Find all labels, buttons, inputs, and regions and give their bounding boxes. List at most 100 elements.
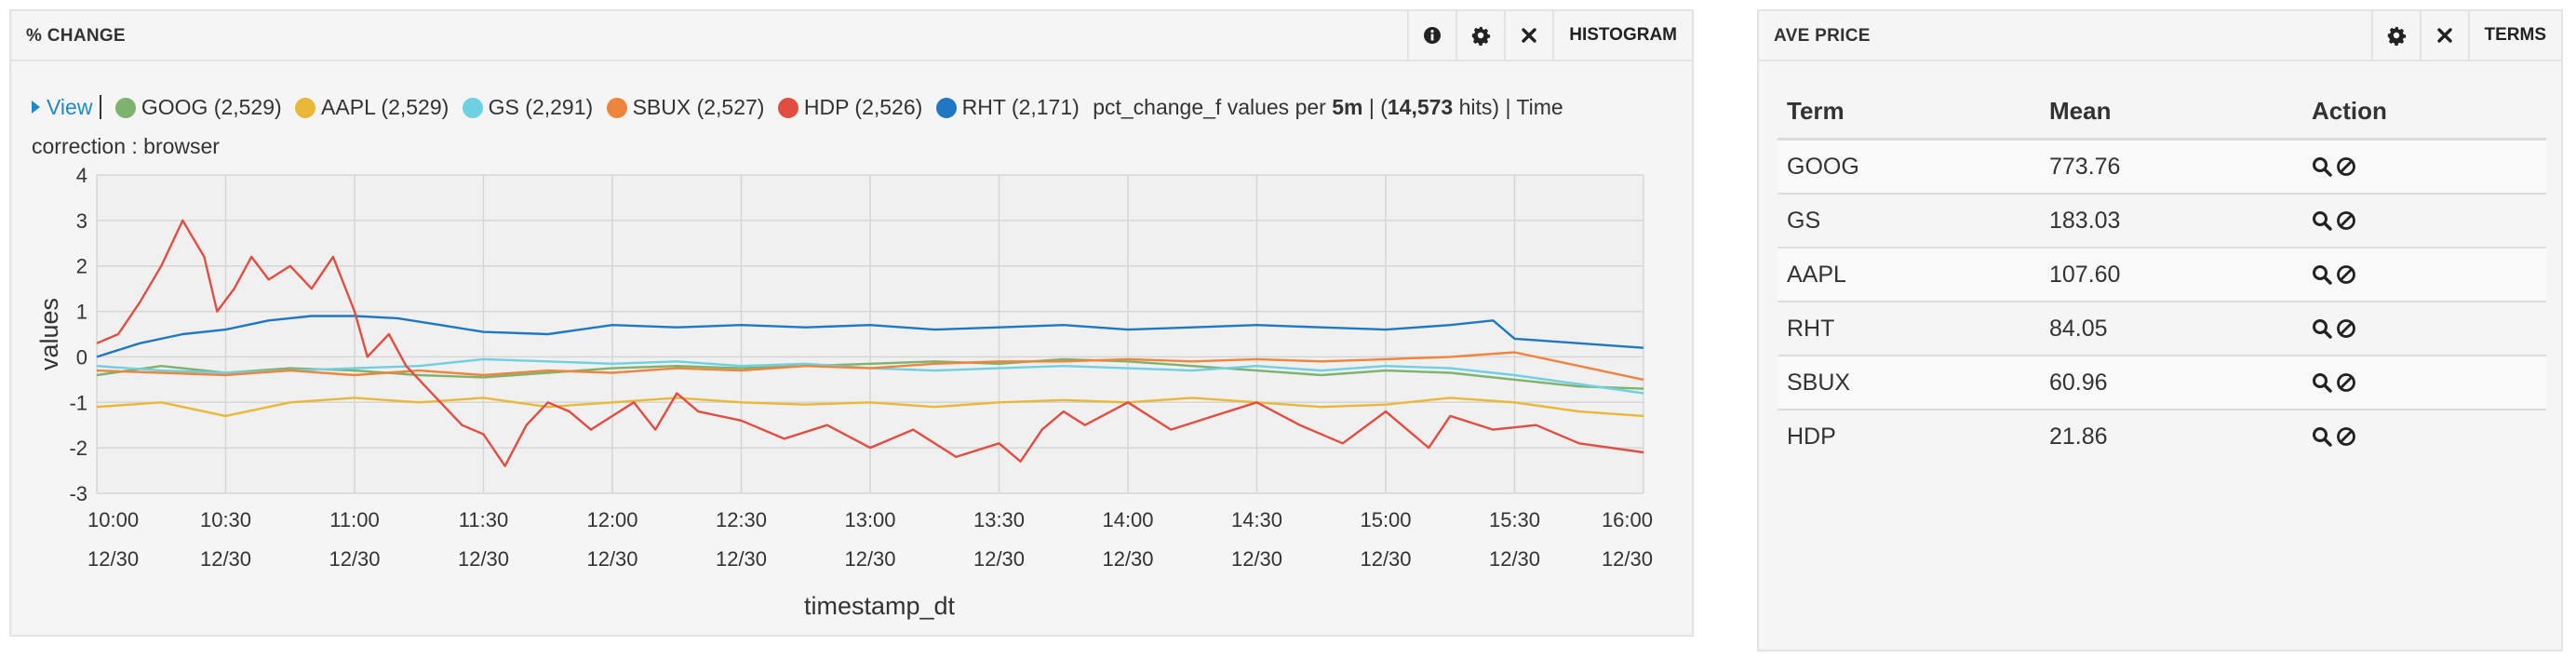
x-tick-label-time: 12:30 bbox=[716, 508, 767, 531]
y-tick-label: 0 bbox=[76, 345, 87, 369]
legend-swatch bbox=[114, 98, 136, 118]
column-header-term[interactable]: Term bbox=[1778, 84, 2040, 141]
action-cell bbox=[2302, 247, 2546, 302]
terms-button[interactable]: TERMS bbox=[2467, 11, 2562, 60]
legend-items: GOOG (2,529) AAPL (2,529) GS (2,291) SBU… bbox=[114, 95, 1093, 119]
y-axis-title: values bbox=[35, 298, 63, 370]
series-line-sbux[interactable] bbox=[96, 351, 1644, 382]
x-tick-label-time: 10:30 bbox=[200, 508, 251, 531]
x-axis-title: timestamp_dt bbox=[804, 592, 956, 620]
search-icon[interactable] bbox=[2312, 264, 2332, 285]
terms-table: Term Mean Action GOOG 773.76 GS 183.03 AAPL 1… bbox=[1778, 84, 2546, 463]
settings-button[interactable] bbox=[2370, 11, 2420, 60]
summary-interval: 5m bbox=[1332, 95, 1363, 119]
summary-suffix: hits) | Time correction : browser bbox=[32, 95, 1563, 158]
legend-item-aapl[interactable]: AAPL (2,529) bbox=[295, 95, 449, 119]
legend-series-count: (2,529) bbox=[213, 95, 282, 119]
ban-icon[interactable] bbox=[2336, 372, 2356, 393]
action-cell bbox=[2302, 193, 2546, 248]
x-tick-label-date: 12/30 bbox=[973, 547, 1025, 571]
column-header-mean[interactable]: Mean bbox=[2040, 84, 2302, 141]
legend-swatch bbox=[295, 98, 316, 118]
mean-cell: 773.76 bbox=[2040, 138, 2302, 194]
legend-swatch bbox=[777, 98, 798, 118]
search-icon[interactable] bbox=[2312, 156, 2332, 177]
info-button[interactable] bbox=[1407, 11, 1456, 60]
y-tick-label: 4 bbox=[76, 164, 87, 187]
table-row: GOOG 773.76 bbox=[1778, 138, 2546, 194]
x-tick-label-date: 12/30 bbox=[1489, 547, 1540, 571]
summary-hits: 14,573 bbox=[1387, 95, 1454, 119]
summary-mid: | ( bbox=[1362, 95, 1388, 119]
legend-series-name: GOOG bbox=[141, 95, 208, 119]
panel-title: % CHANGE bbox=[26, 26, 126, 46]
column-header-action: Action bbox=[2302, 84, 2546, 141]
x-tick-label-date: 12/30 bbox=[458, 547, 509, 571]
y-tick-label: 1 bbox=[76, 301, 87, 324]
series-line-hdp[interactable] bbox=[96, 219, 1644, 467]
y-tick-label: -1 bbox=[69, 391, 87, 414]
term-cell: RHT bbox=[1778, 301, 2040, 356]
y-tick-label: -2 bbox=[69, 437, 87, 460]
table-row: GS 183.03 bbox=[1778, 193, 2546, 248]
y-tick-label: 2 bbox=[76, 255, 87, 278]
x-tick-label-time: 11:30 bbox=[459, 508, 508, 531]
series-line-goog[interactable] bbox=[96, 357, 1644, 390]
settings-button[interactable] bbox=[1456, 11, 1504, 60]
x-tick-label-date: 12/30 bbox=[1602, 547, 1653, 571]
legend-item-sbux[interactable]: SBUX (2,527) bbox=[606, 95, 765, 119]
ban-icon[interactable] bbox=[2336, 210, 2356, 231]
x-tick-label-date: 12/30 bbox=[844, 547, 895, 571]
legend-item-hdp[interactable]: HDP (2,526) bbox=[777, 95, 922, 119]
ban-icon[interactable] bbox=[2336, 318, 2356, 339]
x-tick-label-time: 14:30 bbox=[1231, 508, 1282, 531]
action-cell bbox=[2302, 301, 2546, 356]
x-tick-label-time: 10:00 bbox=[87, 508, 139, 531]
ban-icon[interactable] bbox=[2336, 264, 2356, 285]
ban-icon[interactable] bbox=[2336, 156, 2356, 177]
legend-item-gs[interactable]: GS (2,291) bbox=[462, 95, 594, 119]
panel-controls: TERMS bbox=[2370, 11, 2562, 60]
line-chart[interactable]: 4 3 2 1 0 -1 -2 -310:00 12/30 10:30 12/30 11:00 12/3… bbox=[11, 11, 1692, 635]
legend-series-count: (2,527) bbox=[696, 95, 765, 119]
y-tick-label: 3 bbox=[76, 209, 87, 233]
view-toggle[interactable]: View bbox=[32, 95, 92, 119]
panel-controls: HISTOGRAM bbox=[1407, 11, 1692, 60]
legend-item-goog[interactable]: GOOG (2,529) bbox=[114, 95, 282, 119]
mean-cell: 21.86 bbox=[2040, 409, 2302, 463]
x-tick-label-time: 12:00 bbox=[586, 508, 637, 531]
term-cell: AAPL bbox=[1778, 247, 2040, 302]
x-tick-label-time: 15:30 bbox=[1489, 508, 1540, 531]
term-cell: GOOG bbox=[1778, 138, 2040, 194]
histogram-button[interactable]: HISTOGRAM bbox=[1552, 11, 1692, 60]
x-tick-label-time: 13:30 bbox=[973, 508, 1025, 531]
close-icon bbox=[1522, 28, 1536, 43]
search-icon[interactable] bbox=[2312, 210, 2332, 231]
x-tick-label-time: 14:00 bbox=[1102, 508, 1153, 531]
series-line-rht[interactable] bbox=[96, 315, 1644, 358]
close-button[interactable] bbox=[2419, 11, 2468, 60]
search-icon[interactable] bbox=[2312, 372, 2332, 393]
terms-panel: AVE PRICE TERMS Term Mean Action GOOG 773… bbox=[1757, 9, 2563, 652]
search-icon[interactable] bbox=[2312, 318, 2332, 339]
search-icon[interactable] bbox=[2312, 426, 2332, 447]
legend-series-name: RHT bbox=[961, 95, 1006, 119]
info-icon bbox=[1424, 27, 1442, 44]
series-line-aapl[interactable] bbox=[96, 397, 1644, 418]
action-cell bbox=[2302, 409, 2546, 463]
mean-cell: 107.60 bbox=[2040, 247, 2302, 302]
chart-legend: View GOOG (2,529) AAPL (2,529) GS (2,291… bbox=[32, 87, 1651, 166]
legend-item-rht[interactable]: RHT (2,171) bbox=[935, 95, 1080, 119]
x-tick-label-date: 12/30 bbox=[329, 547, 380, 571]
y-tick-label: -3 bbox=[69, 482, 87, 505]
x-tick-label-time: 13:00 bbox=[844, 508, 895, 531]
ban-icon[interactable] bbox=[2336, 426, 2356, 447]
legend-series-count: (2,291) bbox=[525, 95, 594, 119]
close-button[interactable] bbox=[1504, 11, 1552, 60]
legend-swatch bbox=[606, 98, 627, 118]
legend-series-name: GS bbox=[488, 95, 519, 119]
x-tick-label-date: 12/30 bbox=[586, 547, 637, 571]
x-tick-label-date: 12/30 bbox=[1102, 547, 1153, 571]
gear-icon bbox=[1472, 26, 1491, 46]
summary-prefix: pct_change_f values per bbox=[1093, 95, 1333, 119]
